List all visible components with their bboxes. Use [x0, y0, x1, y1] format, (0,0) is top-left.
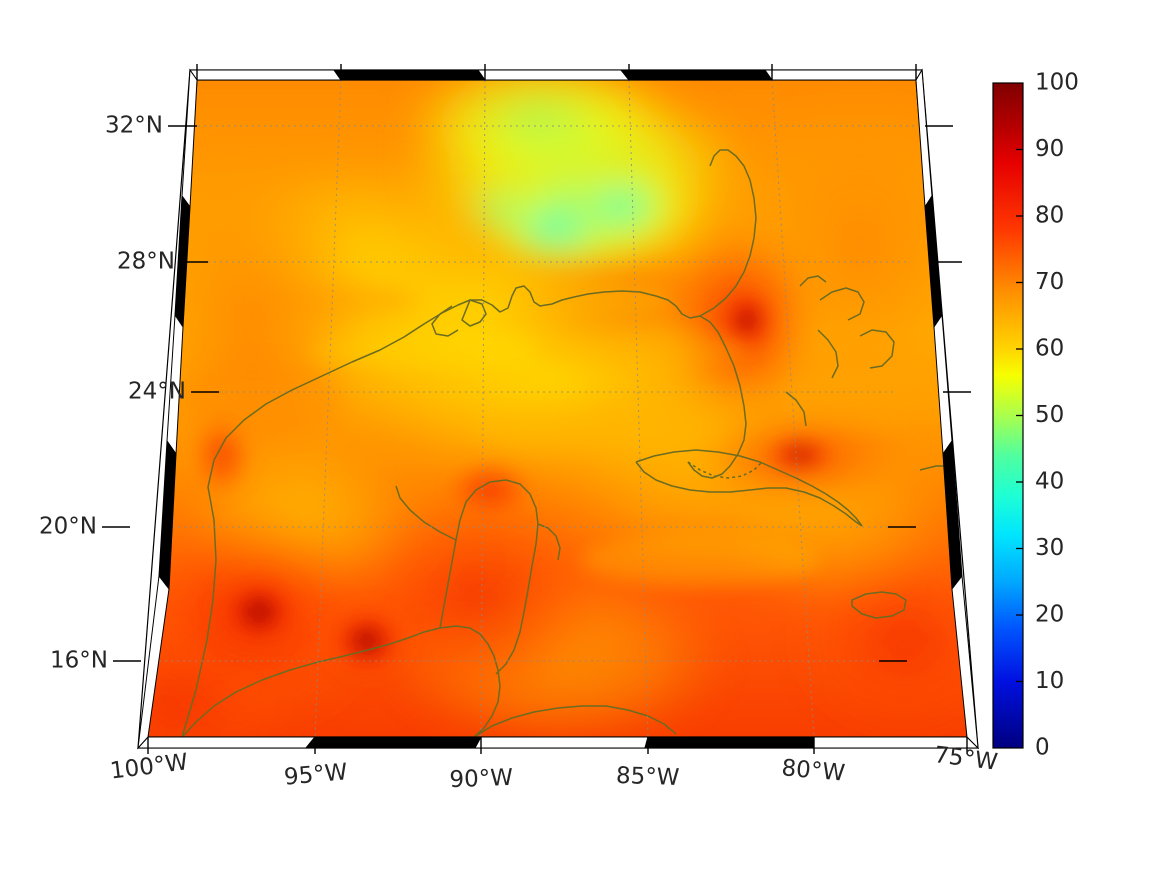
coast-mexico-south: [181, 625, 501, 737]
lon-ticks-top: [196, 64, 917, 80]
coast-cuba: [635, 449, 863, 527]
colorbar-label-50: 50: [1035, 402, 1064, 428]
map-frame: [136, 68, 980, 750]
colorbar-label-70: 70: [1035, 269, 1064, 295]
longitude-labels: 100°W 95°W 90°W 85°W 80°W 75°W: [109, 742, 999, 793]
lat-ticks-right: [879, 125, 971, 662]
frame-band-left: [137, 68, 198, 750]
frame-band-bottom: [136, 736, 980, 749]
coast-bahamas-3: [859, 329, 895, 369]
lon-ticks-bottom: [147, 737, 968, 754]
latitude-labels: 32°N 28°N 24°N 20°N 16°N: [39, 113, 186, 674]
hot-core-south-florida: [717, 286, 777, 354]
map-data-field: [148, 80, 967, 737]
lat-label-16N: 16°N: [50, 648, 108, 674]
colorbar-label-100: 100: [1035, 70, 1079, 96]
axis-ticks: [102, 64, 971, 754]
colorbar-label-20: 20: [1035, 602, 1064, 628]
lat-ticks-left: [102, 125, 219, 662]
cool-anomaly-northern-gulf: [400, 80, 750, 275]
coast-central-america: [473, 705, 677, 737]
colorbar-label-0: 0: [1035, 735, 1050, 761]
lon-label-80W: 80°W: [780, 755, 846, 786]
hot-core-tabasco: [323, 603, 411, 679]
colorbar-label-30: 30: [1035, 535, 1064, 561]
coast-campeche: [395, 485, 457, 541]
hot-core-veracruz: [211, 570, 307, 654]
lon-label-90W: 90°W: [449, 765, 513, 793]
colorbar-label-60: 60: [1035, 336, 1064, 362]
lon-label-95W: 95°W: [283, 759, 349, 790]
coast-barrier-islands: [431, 305, 459, 337]
field-texture: [180, 278, 960, 586]
coast-yucatan: [439, 479, 539, 675]
coast-bahamas-5: [785, 391, 807, 427]
coast-bahamas-2: [817, 329, 839, 379]
hot-core-yucatan: [445, 460, 535, 520]
lat-label-28N: 28°N: [117, 249, 175, 275]
lon-label-75W: 75°W: [933, 742, 999, 776]
colorbar-label-40: 40: [1035, 469, 1064, 495]
lat-label-32N: 32°N: [105, 113, 163, 139]
coast-bahamas-4: [799, 275, 827, 287]
coast-bahamas-1: [819, 287, 865, 321]
colorbar-label-10: 10: [1035, 668, 1064, 694]
colorbar-ticks: [1016, 148, 1023, 683]
lat-label-24N: 24°N: [128, 379, 186, 405]
coast-florida: [687, 149, 757, 479]
coast-mississippi-delta: [461, 299, 487, 327]
frame-band-right: [915, 68, 979, 750]
colorbar-label-90: 90: [1035, 136, 1064, 162]
coast-florida-keys: [687, 461, 763, 479]
colorbar-label-80: 80: [1035, 203, 1064, 229]
hot-core-cuba: [762, 435, 838, 475]
coastlines: [181, 149, 965, 737]
lon-label-100W: 100°W: [109, 749, 190, 784]
frame-band-top: [189, 69, 923, 81]
lat-label-20N: 20°N: [39, 514, 97, 540]
graticule-parallels: [148, 125, 915, 662]
coast-jamaica: [851, 591, 907, 619]
coast-us-gulf: [181, 285, 701, 737]
lon-label-85W: 85°W: [615, 763, 679, 791]
